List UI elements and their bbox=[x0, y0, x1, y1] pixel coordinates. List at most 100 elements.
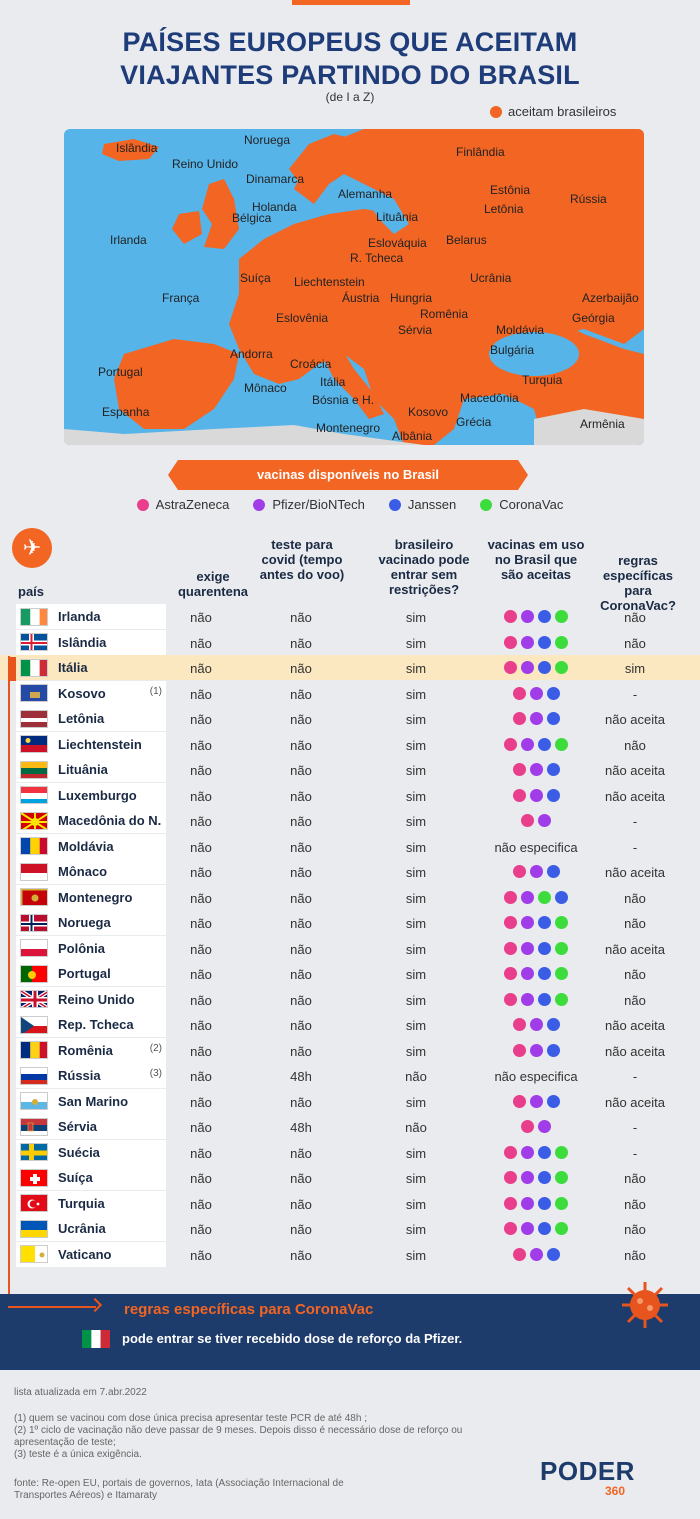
vaccine-dot-icon bbox=[529, 1018, 543, 1031]
quarantine-cell: não bbox=[190, 1043, 212, 1059]
footnote-ref: (3) bbox=[149, 1068, 162, 1079]
vaccine-dot-icon bbox=[538, 1196, 551, 1210]
footnote-ref: (1) bbox=[149, 685, 162, 697]
country-cell: Turquia bbox=[16, 1190, 166, 1216]
test-cell: 48h bbox=[290, 1069, 312, 1084]
vaccines-cell bbox=[486, 1171, 586, 1184]
vaccine-dot-icon bbox=[538, 737, 551, 751]
test-cell: não bbox=[290, 712, 312, 727]
flag-icon bbox=[20, 709, 48, 728]
vaccine-dot-icon bbox=[521, 890, 534, 904]
vaccine-dot-icon bbox=[555, 916, 568, 929]
page-subtitle: (de I a Z) bbox=[325, 90, 375, 104]
vaccine-dot-icon bbox=[504, 992, 517, 1006]
coronavac-rule-cell: não bbox=[624, 1171, 646, 1186]
country-name: Reino Unido bbox=[58, 991, 135, 1007]
country-cell: Ucrânia bbox=[16, 1216, 166, 1241]
header-quarentena: exige quarentena bbox=[177, 569, 249, 599]
coronavac-rule-cell: não aceita bbox=[605, 1043, 665, 1059]
connector-arrow-line bbox=[8, 1306, 96, 1308]
map-label: Moldávia bbox=[496, 323, 545, 337]
quarantine-cell: não bbox=[190, 890, 212, 906]
orange-dot-icon bbox=[490, 105, 502, 118]
map-label: Finlândia bbox=[456, 145, 505, 159]
table-row: Suécia não não sim - bbox=[0, 1139, 700, 1165]
vaccine-dot-icon bbox=[512, 712, 526, 725]
source-note: fonte: Re-open EU, portais de governos, … bbox=[14, 1478, 344, 1501]
country-name: Portugal bbox=[58, 966, 111, 981]
vaccine-dot-icon bbox=[512, 1247, 526, 1261]
table-row: Suíça não não sim não bbox=[0, 1165, 700, 1191]
map-label: Islândia bbox=[116, 141, 158, 155]
map-label: Letônia bbox=[484, 202, 524, 216]
test-cell: não bbox=[290, 1094, 312, 1110]
map-label: Armênia bbox=[580, 417, 625, 431]
footnote-3: (3) teste é a única exigência. bbox=[14, 1449, 142, 1460]
table-row: Irlanda não não sim não bbox=[0, 604, 700, 630]
map-label: Ucrânia bbox=[470, 271, 512, 285]
quarantine-cell: não bbox=[190, 941, 212, 957]
table-row: Itália não não sim sim bbox=[0, 655, 700, 681]
test-cell: não bbox=[290, 737, 312, 753]
map-label: Andorra bbox=[230, 347, 273, 361]
vaccines-cell bbox=[486, 992, 586, 1006]
flag-icon bbox=[20, 735, 48, 753]
vaccines-cell: não especifica bbox=[486, 840, 586, 855]
country-name: Montenegro bbox=[58, 889, 133, 905]
country-name: Rússia bbox=[58, 1068, 101, 1083]
vaccine-dot-icon bbox=[529, 865, 543, 878]
map-legend-label: aceitam brasileiros bbox=[508, 104, 617, 119]
quarantine-cell: não bbox=[190, 916, 212, 931]
map-label: Rússia bbox=[570, 192, 607, 206]
test-cell: 48h bbox=[290, 1120, 312, 1135]
table-row: Letônia não não sim não aceita bbox=[0, 706, 700, 732]
test-cell: não bbox=[290, 1145, 312, 1161]
test-cell: não bbox=[290, 635, 312, 651]
vaccine-dot-icon bbox=[521, 1196, 534, 1210]
table-row: Rússia (3) não 48h não não especifica - bbox=[0, 1063, 700, 1089]
map-label: Eslováquia bbox=[368, 236, 427, 250]
vaccine-dot-icon bbox=[538, 1145, 551, 1159]
test-cell: não bbox=[290, 814, 312, 829]
highlight-connector-line bbox=[8, 656, 10, 1308]
map-label: Azerbaijão bbox=[582, 291, 639, 305]
table-row: Noruega não não sim não bbox=[0, 910, 700, 936]
vaccines-cell bbox=[486, 610, 586, 623]
vaccine-dot-icon bbox=[521, 967, 534, 980]
vaccines-cell bbox=[486, 686, 586, 700]
table-row: Sérvia não 48h não - bbox=[0, 1114, 700, 1140]
flag-icon bbox=[20, 837, 48, 855]
vaccine-dot-icon bbox=[538, 941, 551, 955]
coronavac-rule-cell: - bbox=[632, 814, 638, 829]
vaccine-dot-icon bbox=[538, 916, 551, 929]
map-label: Suíça bbox=[240, 271, 271, 285]
table-row: Vaticano não não sim não bbox=[0, 1241, 700, 1267]
coronavac-box bbox=[0, 1294, 700, 1370]
vaccines-text: não especifica bbox=[494, 1069, 578, 1084]
map-label: Itália bbox=[320, 375, 346, 389]
vaccine-dot-icon bbox=[538, 1171, 551, 1184]
country-cell: Polônia bbox=[16, 935, 166, 961]
vaccine-dot-icon bbox=[555, 890, 568, 904]
vaccine-dot-icon bbox=[504, 916, 517, 929]
test-cell: não bbox=[290, 992, 312, 1008]
europe-map: Noruega Islândia Reino Unido Finlândia Dinam… bbox=[64, 129, 644, 445]
vaccine-dot-icon bbox=[555, 1145, 568, 1159]
table-row: Montenegro não não sim não bbox=[0, 884, 700, 910]
country-name: Liechtenstein bbox=[58, 736, 142, 752]
vaccine-legend-item: Pfizer/BioNTech bbox=[253, 497, 365, 512]
vaccines-cell bbox=[486, 763, 586, 776]
vaccine-dot-icon bbox=[521, 941, 534, 955]
map-label: Romênia bbox=[420, 307, 469, 321]
map-shapes bbox=[64, 129, 644, 445]
highlight-marker bbox=[8, 657, 16, 681]
vaccine-dot-icon bbox=[538, 661, 551, 674]
map-label: Holanda bbox=[252, 200, 297, 214]
quarantine-cell: não bbox=[190, 1171, 212, 1186]
table-row: Kosovo (1) não não sim - bbox=[0, 680, 700, 706]
country-name: Luxemburgo bbox=[58, 787, 137, 803]
vaccine-name: Janssen bbox=[407, 497, 457, 512]
country-cell: Suécia bbox=[16, 1139, 166, 1165]
coronavac-rule-cell: não aceita bbox=[605, 1018, 665, 1033]
map-label: Bélgica bbox=[232, 211, 272, 225]
